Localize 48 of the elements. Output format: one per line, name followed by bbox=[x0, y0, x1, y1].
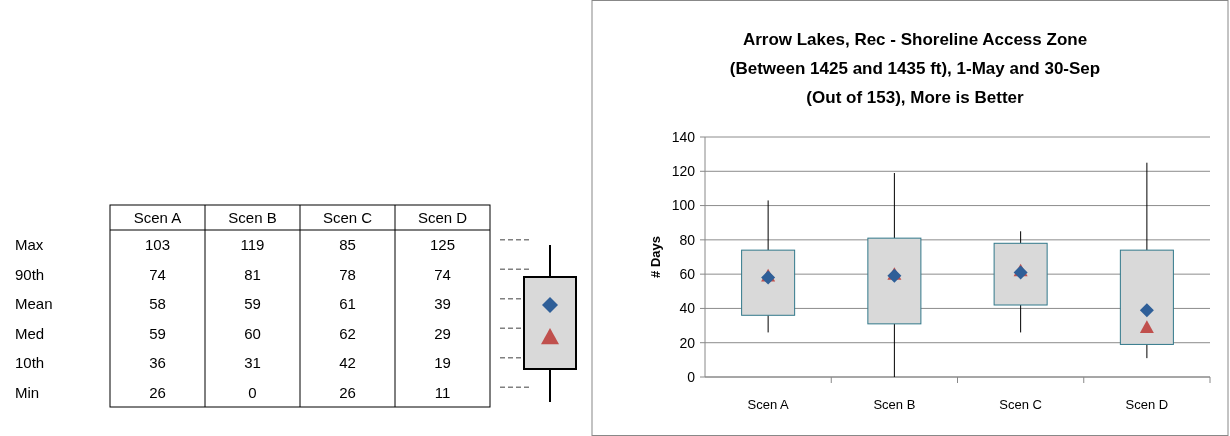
x-tick-label: Scen A bbox=[747, 397, 790, 412]
y-tick-label: 20 bbox=[679, 334, 696, 351]
data-label: 74 bbox=[434, 265, 451, 283]
x-tick-label: Scen D bbox=[1125, 397, 1169, 412]
data-label: 36 bbox=[149, 354, 166, 371]
data-label: 19 bbox=[434, 354, 451, 371]
data-label: 85 bbox=[339, 236, 356, 253]
data-label: 26 bbox=[339, 383, 356, 401]
data-label: 119 bbox=[240, 236, 265, 253]
data-label: 39 bbox=[434, 295, 451, 312]
data-label: 62 bbox=[339, 324, 356, 342]
x-tick-label: Scen C bbox=[322, 208, 373, 226]
chart-title: Arrow Lakes, Rec - Shoreline Access Zone (Between 1425 and 1435 ft), 1-May and 30-Sep (Out of 153), More is Better bbox=[729, 30, 1101, 107]
data-label: 125 bbox=[429, 236, 456, 253]
y-tick-label: 10th bbox=[15, 354, 45, 371]
y-tick-label: Max bbox=[15, 236, 44, 253]
y-tick-label: Mean bbox=[15, 295, 53, 312]
data-label: 103 bbox=[144, 236, 171, 253]
data-label: 31 bbox=[244, 354, 261, 371]
y-tick-label: 40 bbox=[679, 300, 696, 317]
y-tick-label: 60 bbox=[679, 266, 696, 283]
y-axis-title: # Days bbox=[648, 236, 663, 278]
data-label: 59 bbox=[149, 324, 166, 342]
y-tick-label: 100 bbox=[671, 197, 696, 214]
data-label: 42 bbox=[339, 354, 356, 371]
data-label: 60 bbox=[244, 324, 261, 342]
data-label: 58 bbox=[149, 295, 166, 312]
data-label: 61 bbox=[339, 295, 356, 312]
data-label: 0 bbox=[248, 383, 257, 401]
x-tick-label: Scen D bbox=[417, 208, 468, 226]
data-label: 78 bbox=[339, 265, 356, 283]
y-tick-label: 120 bbox=[671, 163, 696, 180]
x-tick-label: Scen B bbox=[873, 397, 916, 412]
y-tick-label: 140 bbox=[671, 128, 696, 145]
y-tick-label: 80 bbox=[679, 231, 696, 248]
data-label: 11 bbox=[434, 383, 451, 401]
data-label: 74 bbox=[149, 265, 166, 283]
y-tick-label: 90th bbox=[15, 265, 45, 283]
y-tick-label: 0 bbox=[687, 368, 696, 385]
data-label: 26 bbox=[149, 383, 166, 401]
x-tick-label: Scen B bbox=[228, 208, 277, 226]
data-label: 81 bbox=[244, 265, 261, 283]
data-label: 59 bbox=[244, 295, 261, 312]
x-tick-label: Scen A bbox=[133, 208, 182, 226]
y-tick-label: Min bbox=[15, 383, 40, 401]
y-tick-label: Med bbox=[15, 324, 45, 342]
data-label: 29 bbox=[434, 324, 451, 342]
x-tick-label: Scen C bbox=[999, 397, 1042, 412]
